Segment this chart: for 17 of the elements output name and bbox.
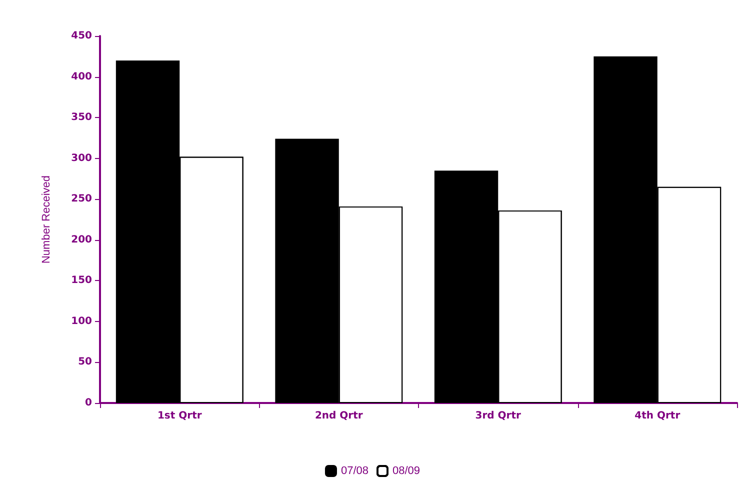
y-tick-label: 300 <box>71 152 92 164</box>
y-tick-label: 250 <box>71 194 92 205</box>
x-tick-label: 2nd Qrtr <box>314 410 363 422</box>
x-tick-label: 4th Qrtr <box>634 410 680 422</box>
legend-label: 08/09 <box>392 465 420 477</box>
x-tick-label: 3rd Qrtr <box>475 410 522 422</box>
y-tick-label: 450 <box>71 30 92 42</box>
legend-label: 07/08 <box>340 465 369 477</box>
y-tick-label: 400 <box>71 71 92 82</box>
y-tick-label: 350 <box>71 112 92 124</box>
y-tick-label: 150 <box>71 275 92 286</box>
y-tick-label: 200 <box>71 234 92 246</box>
y-tick-label: 100 <box>71 316 92 327</box>
y-axis-title: Number Received <box>40 175 52 264</box>
y-tick-label: 50 <box>78 356 92 368</box>
y-tick-label: 0 <box>85 398 92 408</box>
x-tick-label: 1st Qrtr <box>157 410 202 422</box>
